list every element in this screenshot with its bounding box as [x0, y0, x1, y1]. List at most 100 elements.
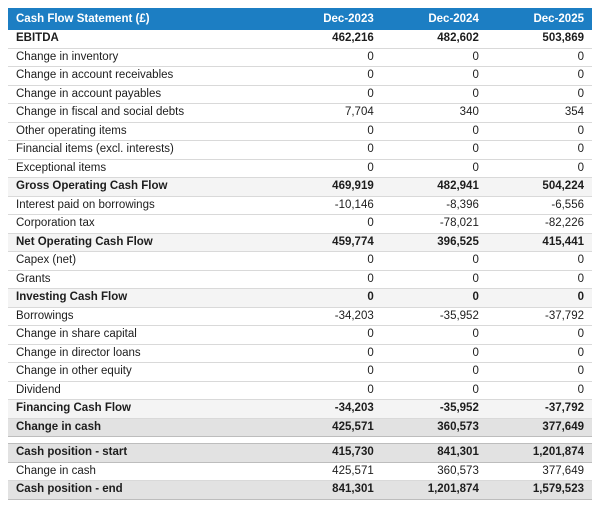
table-row: Dividend 0 0 0 — [8, 381, 592, 400]
value-cell: 469,919 — [276, 177, 382, 197]
table-row: Grants 0 0 0 — [8, 270, 592, 289]
table-row: Investing Cash Flow 0 0 0 — [8, 288, 592, 308]
value-cell: 0 — [276, 344, 382, 363]
value-cell: 0 — [486, 381, 592, 400]
value-cell: 0 — [381, 122, 487, 141]
row-label: Change in cash — [8, 462, 277, 481]
row-label: Exceptional items — [8, 159, 277, 178]
value-cell: -6,556 — [486, 196, 592, 215]
table-row: Cash position - start 415,730 841,301 1,201… — [8, 443, 592, 463]
value-cell: 0 — [486, 122, 592, 141]
value-cell: 0 — [276, 270, 382, 289]
value-cell: 0 — [486, 66, 592, 86]
value-cell: 415,730 — [276, 443, 382, 463]
value-cell — [381, 436, 487, 444]
value-cell: 0 — [276, 122, 382, 141]
row-label: Investing Cash Flow — [8, 288, 277, 308]
value-cell: -34,203 — [276, 307, 382, 326]
value-cell: 0 — [381, 159, 487, 178]
value-cell: 0 — [381, 362, 487, 382]
cash-flow-statement-table: Cash Flow Statement (£) Dec-2023 Dec-202… — [8, 8, 592, 500]
table-row: Net Operating Cash Flow 459,774 396,525 415… — [8, 233, 592, 252]
value-cell: 0 — [381, 381, 487, 400]
table-row: Change in account receivables 0 0 0 — [8, 66, 592, 86]
value-cell: 0 — [486, 85, 592, 104]
value-cell: 0 — [276, 140, 382, 160]
value-cell: -34,203 — [276, 399, 382, 419]
value-cell: -35,952 — [381, 399, 487, 419]
table-row: Financial items (excl. interests) 0 0 0 — [8, 140, 592, 160]
value-cell: 0 — [276, 325, 382, 345]
value-cell: 377,649 — [486, 462, 592, 481]
value-cell: 0 — [486, 288, 592, 308]
value-cell: 360,573 — [381, 462, 487, 481]
row-label: Dividend — [8, 381, 277, 400]
value-cell: 0 — [486, 325, 592, 345]
table-row: Financing Cash Flow -34,203 -35,952 -37,792 — [8, 399, 592, 419]
value-cell: 425,571 — [276, 462, 382, 481]
value-cell: 354 — [486, 103, 592, 123]
value-cell: 0 — [486, 270, 592, 289]
value-cell: 0 — [276, 214, 382, 234]
value-cell: 0 — [486, 362, 592, 382]
row-label: Change in account receivables — [8, 66, 277, 86]
table-header: Cash Flow Statement (£) Dec-2023 Dec-202… — [8, 8, 592, 30]
table-row: Change in fiscal and social debts 7,704 34… — [8, 103, 592, 123]
row-label: Gross Operating Cash Flow — [8, 177, 277, 197]
table-row: Change in inventory 0 0 0 — [8, 48, 592, 67]
table-row: Cash position - end 841,301 1,201,874 1,579… — [8, 480, 592, 500]
value-cell: 0 — [276, 381, 382, 400]
row-label: Change in director loans — [8, 344, 277, 363]
table-row: Change in director loans 0 0 0 — [8, 344, 592, 363]
table-title: Cash Flow Statement (£) — [8, 8, 277, 30]
row-label: Cash position - end — [8, 480, 277, 500]
row-label: Change in cash — [8, 417, 277, 437]
value-cell: 0 — [381, 251, 487, 271]
value-cell: -10,146 — [276, 196, 382, 215]
value-cell: 415,441 — [486, 233, 592, 252]
value-cell: 0 — [381, 325, 487, 345]
row-label: Capex (net) — [8, 251, 277, 271]
table-body: EBITDA 462,216 482,602 503,869 Change in inv… — [8, 30, 592, 500]
value-cell — [486, 436, 592, 444]
value-cell: 0 — [381, 140, 487, 160]
row-label: Net Operating Cash Flow — [8, 233, 277, 252]
table-row: Interest paid on borrowings -10,146 -8,396… — [8, 196, 592, 215]
table-row: Borrowings -34,203 -35,952 -37,792 — [8, 307, 592, 326]
table-row: Gross Operating Cash Flow 469,919 482,941 5… — [8, 177, 592, 197]
table-row: Other operating items 0 0 0 — [8, 122, 592, 141]
value-cell: 482,941 — [381, 177, 487, 197]
value-cell: 504,224 — [486, 177, 592, 197]
value-cell: 0 — [486, 140, 592, 160]
cash-flow-table: Cash Flow Statement (£) Dec-2023 Dec-202… — [8, 8, 592, 500]
value-cell: 377,649 — [486, 417, 592, 437]
column-header-dec-2025: Dec-2025 — [486, 8, 592, 30]
value-cell: 0 — [381, 85, 487, 104]
table-row: Corporation tax 0 -78,021 -82,226 — [8, 214, 592, 234]
value-cell: 0 — [381, 344, 487, 363]
value-cell: 425,571 — [276, 417, 382, 437]
value-cell: 503,869 — [486, 30, 592, 49]
value-cell: 0 — [381, 270, 487, 289]
column-header-dec-2023: Dec-2023 — [276, 8, 382, 30]
value-cell: -35,952 — [381, 307, 487, 326]
table-row: Change in share capital 0 0 0 — [8, 325, 592, 345]
value-cell: 841,301 — [381, 443, 487, 463]
value-cell: 0 — [486, 344, 592, 363]
table-row: Change in cash 425,571 360,573 377,649 — [8, 462, 592, 481]
value-cell: -37,792 — [486, 307, 592, 326]
value-cell: -37,792 — [486, 399, 592, 419]
value-cell: -82,226 — [486, 214, 592, 234]
spacer-row — [8, 436, 592, 444]
value-cell — [276, 436, 382, 444]
value-cell: 841,301 — [276, 480, 382, 500]
value-cell: 0 — [381, 66, 487, 86]
table-row: Change in account payables 0 0 0 — [8, 85, 592, 104]
row-label — [8, 436, 277, 444]
row-label: Change in inventory — [8, 48, 277, 67]
row-label: Financing Cash Flow — [8, 399, 277, 419]
value-cell: 0 — [276, 85, 382, 104]
row-label: Change in fiscal and social debts — [8, 103, 277, 123]
value-cell: 1,201,874 — [486, 443, 592, 463]
row-label: Financial items (excl. interests) — [8, 140, 277, 160]
